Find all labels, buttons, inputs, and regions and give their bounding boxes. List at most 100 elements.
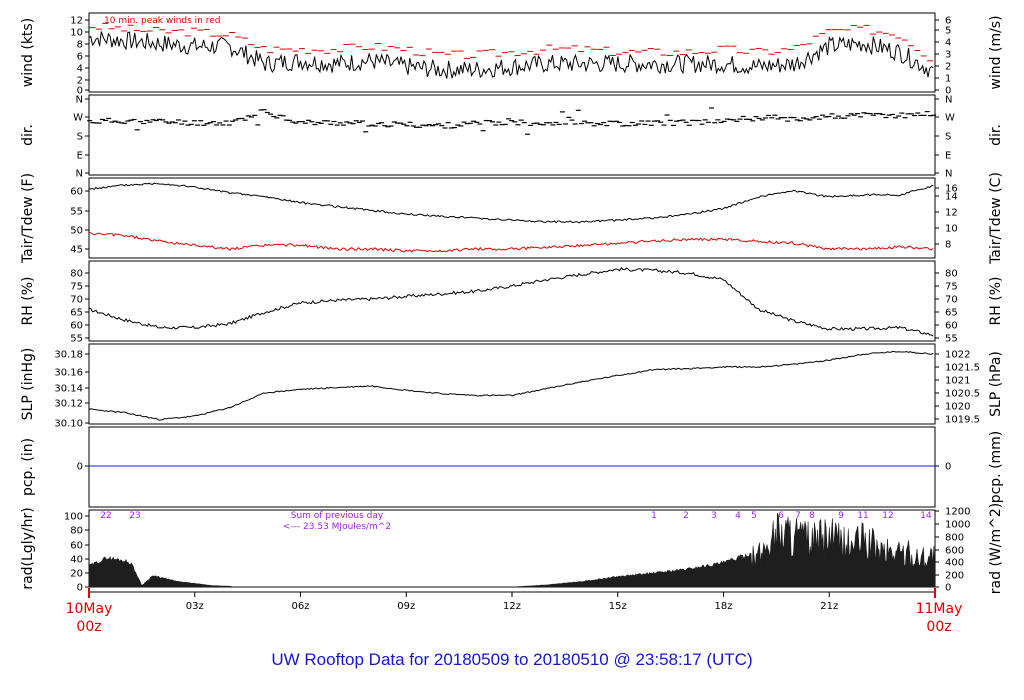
left-tick-label: W <box>73 113 83 124</box>
left-tick-label: 8 <box>77 40 83 51</box>
left-axis-label: wind (kts) <box>20 18 36 87</box>
right-tick-label: 0 <box>945 583 951 594</box>
left-axis-label: rad(Lgly/hr) <box>20 507 36 589</box>
right-tick-label: 60 <box>945 321 958 332</box>
right-tick-label: 1000 <box>945 520 970 531</box>
left-tick-label: 0 <box>77 462 83 473</box>
left-tick-label: 20 <box>70 569 83 580</box>
left-tick-label: 45 <box>70 245 83 256</box>
panel-frame <box>88 343 936 425</box>
rh-series <box>88 267 934 337</box>
right-tick-label: S <box>945 132 951 143</box>
right-tick-label: 8 <box>945 240 951 251</box>
hour-marker: 8 <box>809 511 815 521</box>
left-tick-label: 55 <box>70 334 83 345</box>
left-tick-label: 6 <box>77 52 83 63</box>
hour-marker: 5 <box>751 511 757 521</box>
right-tick-label: W <box>945 113 955 124</box>
x-start-date: 10May <box>66 601 113 617</box>
right-tick-label: 600 <box>945 546 964 557</box>
left-tick-label: 75 <box>70 282 83 293</box>
left-tick-label: 30.10 <box>54 419 83 430</box>
right-tick-label: 1019.5 <box>945 415 980 426</box>
radiation-area <box>88 513 936 588</box>
left-tick-label: 60 <box>70 321 83 332</box>
left-tick-label: 30.18 <box>54 350 83 361</box>
right-tick-label: 75 <box>945 282 958 293</box>
panel-pcp: 0 0 pcp. (in) pcp. (mm) <box>20 426 1004 508</box>
hour-marker: 3 <box>711 511 717 521</box>
hour-marker: 14 <box>920 511 932 521</box>
left-tick-label: 40 <box>70 555 83 566</box>
right-tick-label: 70 <box>945 295 958 306</box>
wind-speed-series <box>88 31 934 79</box>
panel-frame <box>88 177 936 259</box>
left-tick-label: 70 <box>70 295 83 306</box>
dewpoint-series <box>88 232 934 253</box>
right-tick-label: 65 <box>945 308 958 319</box>
x-tick-label: 12z <box>503 601 521 612</box>
right-tick-label: 1022 <box>945 350 970 361</box>
left-tick-label: 4 <box>77 64 83 75</box>
left-tick-label: 12 <box>70 16 83 27</box>
left-tick-label: 60 <box>70 541 83 552</box>
left-tick-label: N <box>76 95 83 106</box>
panel-frame <box>88 12 936 93</box>
left-tick-label: 2 <box>77 76 83 87</box>
x-start-hour: 00z <box>76 619 101 635</box>
right-axis-label: dir. <box>988 124 1004 146</box>
right-tick-label: 1200 <box>945 507 970 518</box>
right-tick-label: E <box>945 151 951 162</box>
right-tick-label: 4 <box>945 38 951 49</box>
x-axis: 03z 06z 09z 12z 15z 18z 21z 10May 00z 11May 00z <box>66 588 963 635</box>
hour-marker: 6 <box>778 511 784 521</box>
right-tick-label: 16 <box>945 184 958 195</box>
right-tick-label: 800 <box>945 533 964 544</box>
right-tick-label: 12 <box>945 208 958 219</box>
air-temp-series <box>88 182 934 224</box>
left-tick-label: 50 <box>70 226 83 237</box>
right-tick-label: 3 <box>945 50 951 61</box>
left-axis-label: pcp. (in) <box>20 438 36 496</box>
rad-note-line1: Sum of previous day <box>291 511 384 521</box>
panel-frame <box>88 426 936 508</box>
panel-rad: 020406080100020040060080010001200rad(Lgl… <box>20 503 1004 594</box>
x-tick-label: 06z <box>292 601 310 612</box>
right-tick-label: 5 <box>945 26 951 37</box>
left-tick-label: S <box>77 132 83 143</box>
hour-marker: 11 <box>857 511 868 521</box>
right-tick-label: 1021 <box>945 376 970 387</box>
left-tick-label: 55 <box>70 207 83 218</box>
left-tick-label: 60 <box>70 187 83 198</box>
x-end-hour: 00z <box>926 619 951 635</box>
right-tick-label: 1021.5 <box>945 363 980 374</box>
right-tick-label: 400 <box>945 558 964 569</box>
x-tick-label: 18z <box>715 601 733 612</box>
right-tick-label: 55 <box>945 334 958 345</box>
left-tick-label: N <box>76 169 83 180</box>
hour-marker: 23 <box>129 511 140 521</box>
right-tick-label: 1020 <box>945 402 970 413</box>
right-tick-label: 6 <box>945 16 951 27</box>
right-tick-label: 0 <box>945 462 951 473</box>
x-end-date: 11May <box>916 601 963 617</box>
right-tick-label: N <box>945 95 952 106</box>
rad-note-line2: <--- 23.53 MJoules/m^2 <box>283 522 391 532</box>
panel-frame <box>88 94 936 176</box>
left-tick-label: 30.16 <box>54 368 83 379</box>
left-tick-label: 30.12 <box>54 399 83 410</box>
left-tick-label: 65 <box>70 308 83 319</box>
chart-title: UW Rooftop Data for 20180509 to 20180510… <box>271 650 753 669</box>
hour-marker: 7 <box>795 511 801 521</box>
right-tick-label: 1 <box>945 74 951 85</box>
right-tick-label: 2 <box>945 62 951 73</box>
left-axis-label: Tair/Tdew (F) <box>20 173 36 264</box>
right-tick-label: 14 <box>945 192 958 203</box>
left-axis-label: SLP (inHg) <box>20 348 36 421</box>
right-axis-label: Tair/Tdew (C) <box>988 172 1004 265</box>
hour-marker: 12 <box>882 511 893 521</box>
